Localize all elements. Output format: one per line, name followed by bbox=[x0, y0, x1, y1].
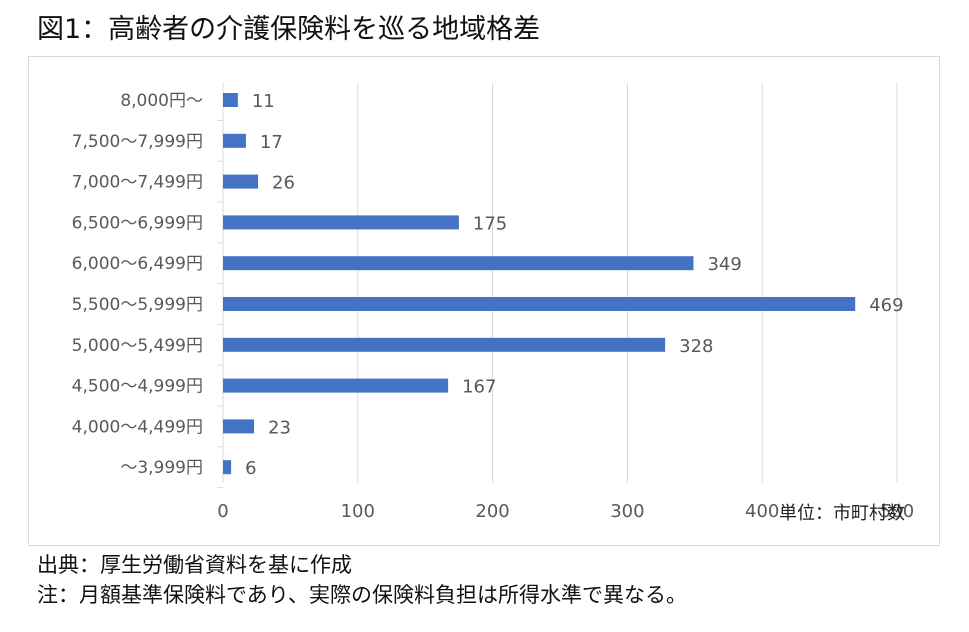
category-label: 5,500～5,999円 bbox=[72, 295, 203, 315]
source-note: 出典：厚生労働省資料を基に作成 bbox=[37, 553, 352, 577]
bar bbox=[223, 93, 238, 107]
bar bbox=[223, 337, 666, 352]
x-tick-label: 400 bbox=[745, 501, 779, 522]
data-label: 11 bbox=[252, 91, 275, 112]
category-label: 8,000円～ bbox=[120, 91, 203, 111]
category-label: 4,000～4,499円 bbox=[72, 417, 203, 437]
bar bbox=[223, 256, 694, 271]
chart-title: 図1：高齢者の介護保険料を巡る地域格差 bbox=[37, 14, 541, 45]
category-label: 6,500～6,999円 bbox=[72, 213, 203, 233]
category-label: 6,000～6,499円 bbox=[72, 254, 203, 274]
unit-label: 単位：市町村数 bbox=[779, 503, 905, 524]
data-label: 23 bbox=[268, 417, 291, 438]
category-label: 5,000～5,499円 bbox=[72, 336, 203, 356]
category-label: 7,000～7,499円 bbox=[72, 173, 203, 193]
bar bbox=[223, 378, 449, 393]
data-label: 26 bbox=[272, 173, 295, 194]
data-label: 6 bbox=[245, 458, 256, 479]
data-label: 175 bbox=[473, 213, 507, 234]
x-tick-label: 300 bbox=[610, 501, 644, 522]
category-label: ～3,999円 bbox=[120, 458, 203, 478]
caveat-note: 注：月額基準保険料であり、実際の保険料負担は所得水準で異なる。 bbox=[37, 583, 687, 607]
category-label: 7,500～7,999円 bbox=[72, 132, 203, 152]
data-label: 328 bbox=[679, 336, 713, 357]
x-tick-label: 200 bbox=[475, 501, 509, 522]
bar bbox=[223, 297, 856, 311]
x-tick-label: 500 bbox=[880, 501, 914, 522]
data-label: 349 bbox=[707, 254, 741, 275]
bar-chart: 0 100 200 300 400 500 8,000円～ 11 7,500～7,999円 17 7… bbox=[72, 83, 914, 522]
bar bbox=[223, 133, 246, 148]
chart-area: 0 100 200 300 400 500 8,000円～ 11 7,500～7,999円 17 7… bbox=[28, 56, 940, 546]
data-label: 167 bbox=[462, 377, 496, 398]
bar bbox=[223, 174, 259, 189]
bar bbox=[223, 215, 459, 230]
category-label: 4,500～4,999円 bbox=[72, 377, 203, 397]
x-tick-label: 0 bbox=[217, 501, 228, 522]
data-label: 17 bbox=[260, 132, 283, 153]
x-tick-label: 100 bbox=[341, 501, 375, 522]
data-label: 469 bbox=[869, 295, 903, 316]
bar bbox=[223, 419, 255, 434]
bar bbox=[223, 460, 232, 475]
